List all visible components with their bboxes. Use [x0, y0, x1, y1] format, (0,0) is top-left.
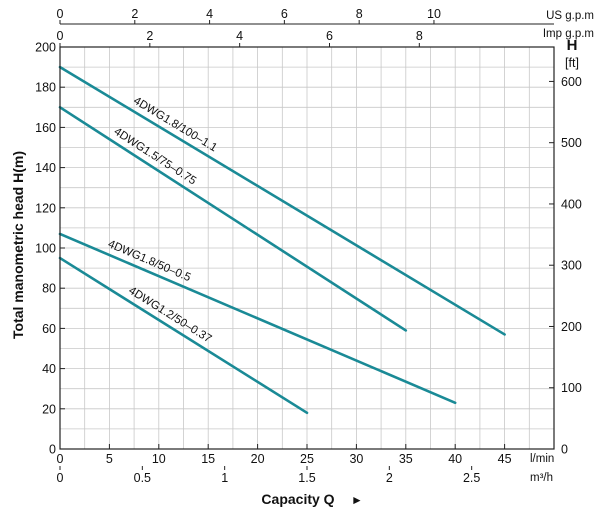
right-tick-label: 300 [561, 259, 582, 273]
right-tick-label: 0 [561, 443, 568, 457]
series-line [58, 65, 506, 336]
m3h-tick-label: 2.5 [463, 471, 480, 485]
lmin-tick-label: 0 [57, 452, 64, 466]
lmin-tick-label: 10 [152, 452, 166, 466]
left-tick-label: 40 [42, 362, 56, 376]
m3h-tick-label: 0.5 [134, 471, 151, 485]
us-gpm-tick-label: 0 [57, 7, 64, 21]
series-line [58, 256, 309, 415]
lmin-tick-label: 20 [251, 452, 265, 466]
left-tick-label: 20 [42, 402, 56, 416]
us-gpm-tick-label: 4 [206, 7, 213, 21]
us-gpm-unit-label: US g.p.m [546, 10, 594, 22]
imp-gpm-tick-label: 8 [416, 29, 423, 43]
x-axis-title: Capacity Q [261, 491, 334, 507]
m3h-tick-label: 2 [386, 471, 393, 485]
left-tick-label: 0 [49, 443, 56, 457]
right-tick-label: 200 [561, 320, 582, 334]
left-tick-label: 200 [35, 41, 56, 55]
right-tick-label: 400 [561, 197, 582, 211]
us-gpm-tick-label: 8 [356, 7, 363, 21]
imp-gpm-unit-label: Imp g.p.m [543, 28, 594, 40]
us-gpm-tick-label: 2 [131, 7, 138, 21]
lmin-unit-label: l/min [530, 453, 554, 465]
right-tick-label: 100 [561, 381, 582, 395]
left-tick-label: 80 [42, 282, 56, 296]
left-tick-label: 60 [42, 322, 56, 336]
series-label: 4DWG1.8/50–0.5 [106, 238, 192, 284]
lmin-tick-label: 30 [349, 452, 363, 466]
series-label-group: 4DWG1.8/50–0.5 [106, 238, 192, 284]
y-axis-title: Total manometric head H(m) [10, 151, 26, 339]
series-line [58, 106, 408, 332]
series-line [58, 232, 457, 405]
m3h-tick-label: 1.5 [298, 471, 315, 485]
series-lines [58, 65, 506, 415]
right-tick-label: 500 [561, 136, 582, 150]
left-tick-label: 140 [35, 161, 56, 175]
lmin-tick-label: 15 [201, 452, 215, 466]
left-tick-label: 100 [35, 242, 56, 256]
lmin-tick-label: 40 [448, 452, 462, 466]
imp-gpm-tick-label: 6 [326, 29, 333, 43]
left-tick-label: 180 [35, 81, 56, 95]
imp-gpm-tick-label: 4 [236, 29, 243, 43]
right-axis-unit: [ft] [565, 56, 579, 70]
m3h-unit-label: m³/h [530, 472, 553, 484]
right-tick-label: 600 [561, 75, 582, 89]
tick-labels: 0 5 10 15 20 25 30 35 40 450 0.5 1 1.5 2 2.50 2 4 6 8 100 2 4… [35, 7, 582, 485]
left-tick-label: 160 [35, 121, 56, 135]
us-gpm-tick-label: 10 [427, 7, 441, 21]
m3h-tick-label: 1 [221, 471, 228, 485]
imp-gpm-tick-label: 2 [146, 29, 153, 43]
m3h-tick-label: 0 [57, 471, 64, 485]
imp-gpm-tick-label: 0 [57, 29, 64, 43]
lmin-tick-label: 5 [106, 452, 113, 466]
right-axis-title: H [567, 37, 578, 54]
lmin-tick-label: 25 [300, 452, 314, 466]
lmin-tick-label: 45 [498, 452, 512, 466]
x-axis-arrow: ► [351, 493, 363, 507]
lmin-tick-label: 35 [399, 452, 413, 466]
left-tick-label: 120 [35, 201, 56, 215]
us-gpm-tick-label: 6 [281, 7, 288, 21]
